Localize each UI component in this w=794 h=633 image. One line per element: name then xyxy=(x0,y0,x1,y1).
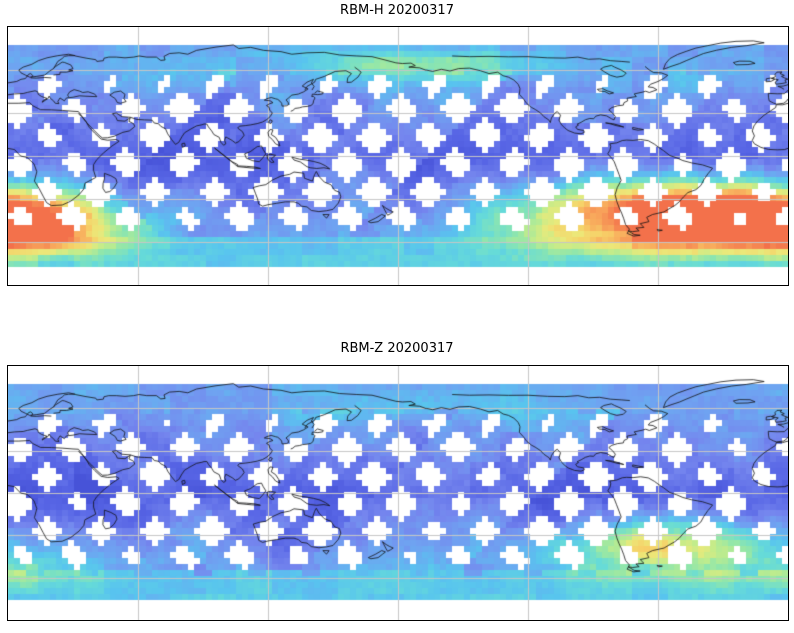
rbm-h-map-canvas xyxy=(8,27,788,285)
map-panel-rbm-h xyxy=(7,26,789,286)
map-panel-rbm-z xyxy=(7,365,789,621)
panel-title-rbm-h: RBM-H 20200317 xyxy=(340,3,454,18)
panel-title-rbm-z: RBM-Z 20200317 xyxy=(340,341,454,356)
rbm-z-map-canvas xyxy=(8,366,788,620)
